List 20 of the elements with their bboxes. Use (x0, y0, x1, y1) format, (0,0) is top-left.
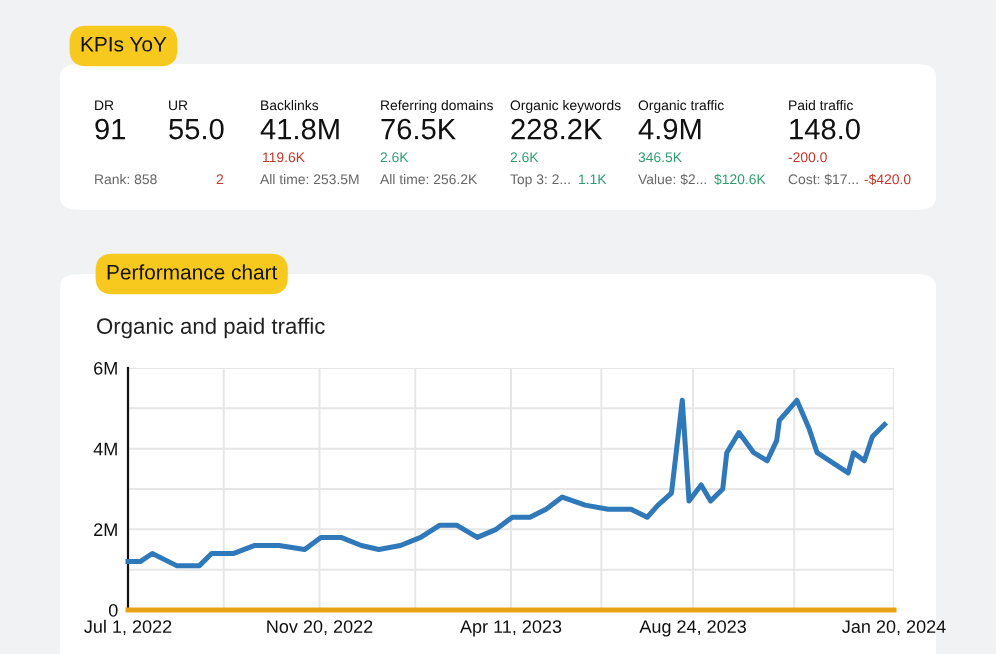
y-tick-label: 0 (108, 603, 118, 617)
y-tick-label: 6M (94, 361, 117, 375)
text: 91 (95, 118, 126, 140)
line-series (125, 397, 888, 569)
y-tick-label: 2M (94, 523, 117, 536)
text: 148.0 (790, 118, 860, 140)
x-tick-label: Apr 11, 2023 (460, 620, 562, 637)
text: 76.5K (381, 118, 456, 140)
text: 228.2K (511, 118, 603, 140)
x-tick-label: Nov 20, 2022 (267, 620, 373, 636)
y-tick-label: 4M (93, 442, 117, 456)
text: 55.0 (169, 118, 224, 140)
text: 4.9M (638, 118, 701, 140)
x-tick-label: Aug 24, 2023 (639, 620, 746, 637)
x-tick-label: Jan 20, 2024 (842, 620, 946, 636)
chart-title: Performance chart (107, 264, 278, 280)
chart-subtitle: Organic and paid traffic (97, 317, 325, 339)
x-tick-label: Jul 1, 2022 (84, 619, 172, 636)
text: KPIs YoY (81, 37, 167, 52)
text: 41.8M (260, 118, 339, 140)
